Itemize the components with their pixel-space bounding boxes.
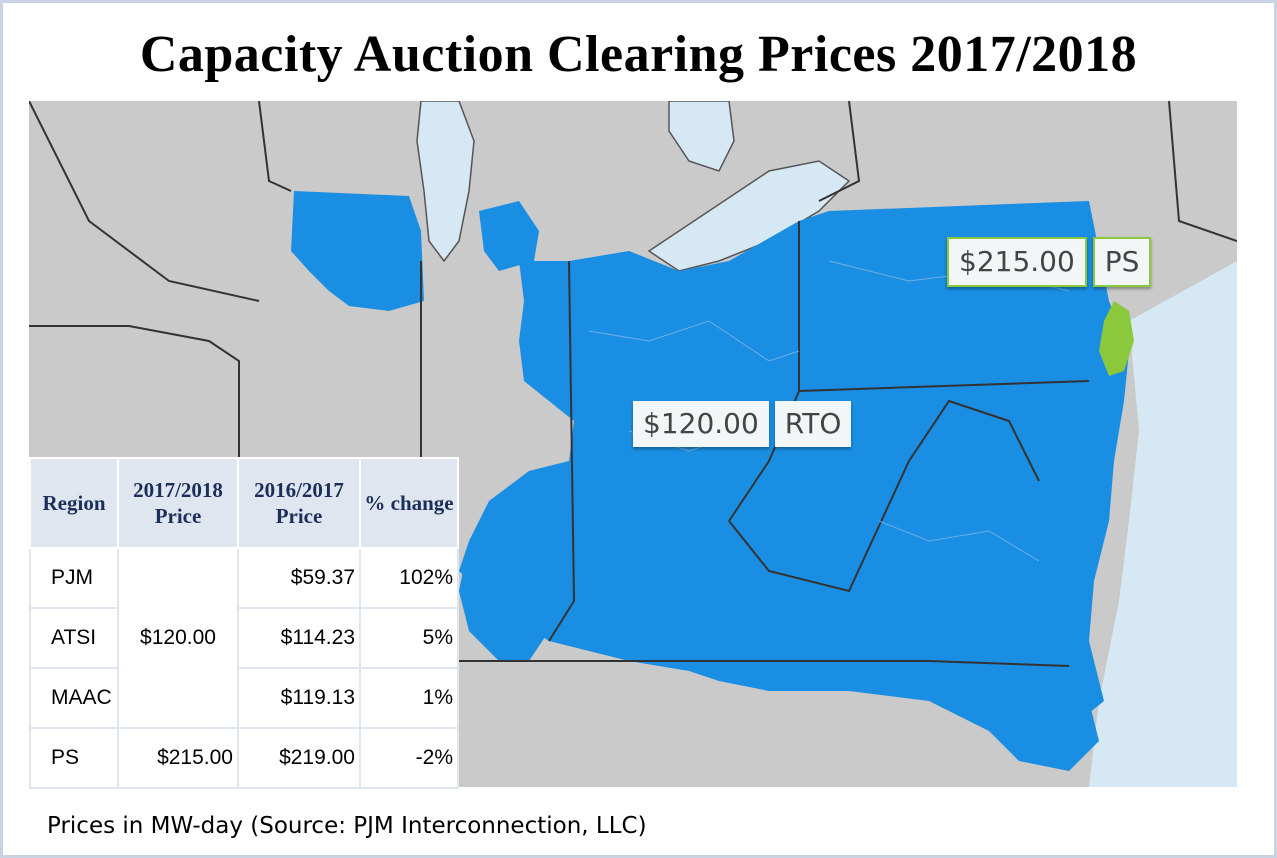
- ps-callout: $215.00 PS: [947, 237, 1152, 287]
- border-new-england: [1168, 101, 1237, 242]
- border-indiana-ohio: [548, 260, 576, 642]
- header-price-2017: 2017/2018 Price: [117, 457, 239, 549]
- pjm-region-comed: [291, 191, 424, 311]
- border-wisconsin: [258, 101, 292, 192]
- pjm-region-main: [459, 201, 1129, 721]
- row-change: 102%: [359, 547, 459, 609]
- row-region: ATSI: [29, 607, 119, 669]
- row-price-2016: $59.37: [237, 547, 361, 609]
- table-row: PS $215.00 $219.00 -2%: [29, 727, 459, 789]
- zone-line-4: [878, 520, 1040, 562]
- pjm-region-kentucky: [459, 541, 549, 661]
- merged-price-2017: $120.00: [117, 547, 239, 729]
- footnote: Prices in MW-day (Source: PJM Interconne…: [47, 813, 647, 839]
- lake-michigan: [416, 101, 475, 263]
- header-region: Region: [29, 457, 119, 549]
- table-row: PJM $120.00 $59.37 102%: [29, 547, 459, 729]
- header-price-2016: 2016/2017 Price: [237, 457, 361, 549]
- border-pennsylvania-maryland: [798, 380, 1090, 392]
- atlantic-ocean: [1089, 261, 1237, 787]
- ps-price-2017: $215.00: [117, 727, 239, 789]
- border-minnesota: [29, 101, 260, 302]
- pjm-region-virginia: [689, 656, 1099, 771]
- row-change: -2%: [359, 727, 459, 789]
- header-change: % change: [359, 457, 459, 549]
- row-region: MAAC: [29, 667, 119, 729]
- row-region: PJM: [29, 547, 119, 609]
- rto-callout: $120.00 RTO: [633, 401, 852, 447]
- ps-label: PS: [1092, 237, 1152, 287]
- page-title: Capacity Auction Clearing Prices 2017/20…: [139, 26, 1138, 83]
- lake-erie: [647, 160, 851, 272]
- price-table-container: Region 2017/2018 Price 2016/2017 Price %…: [29, 457, 459, 789]
- border-virginia-south: [449, 660, 1070, 667]
- ps-zone: [1099, 301, 1134, 376]
- row-price-2016: $114.23: [237, 607, 361, 669]
- ps-price: $215.00: [947, 237, 1087, 287]
- rto-label: RTO: [774, 401, 852, 447]
- border-ontario: [818, 101, 861, 202]
- table-row: MAAC $119.13 1%: [29, 667, 459, 729]
- table-row: ATSI $114.23 5%: [29, 607, 459, 669]
- row-region: PS: [29, 727, 119, 789]
- border-west-virginia: [728, 399, 1040, 593]
- zone-line-1: [588, 320, 800, 362]
- table-header-row: Region 2017/2018 Price 2016/2017 Price %…: [29, 457, 459, 549]
- row-change: 1%: [359, 667, 459, 729]
- lake-huron: [668, 101, 735, 172]
- pjm-region-michigan: [479, 201, 539, 271]
- row-price-2016: $219.00: [237, 727, 361, 789]
- row-price-2016: $119.13: [237, 667, 361, 729]
- row-change: 5%: [359, 607, 459, 669]
- price-table: Region 2017/2018 Price 2016/2017 Price %…: [29, 457, 459, 789]
- rto-price: $120.00: [633, 401, 769, 447]
